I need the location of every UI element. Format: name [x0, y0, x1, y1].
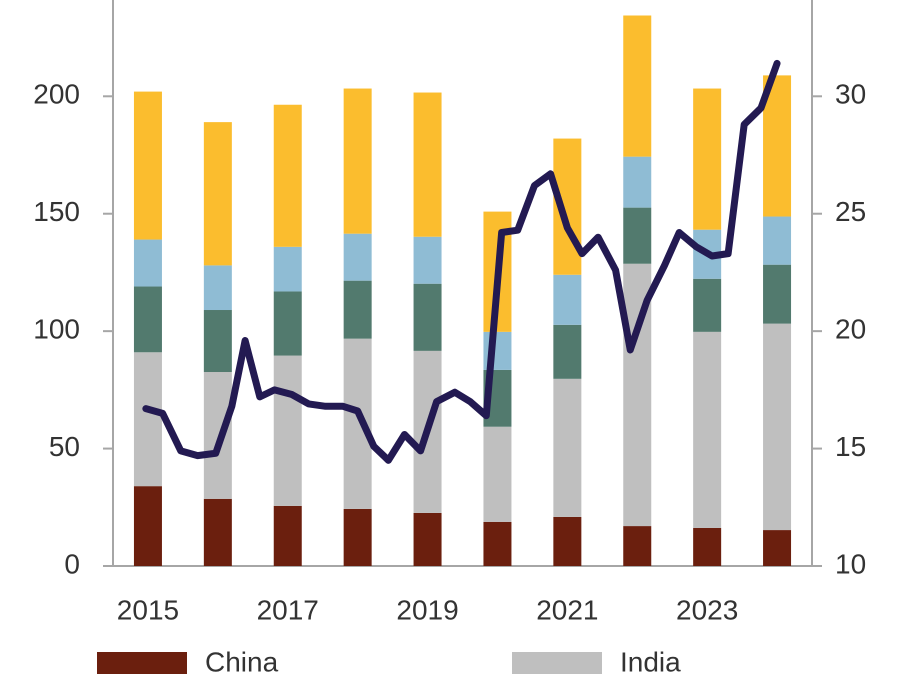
y2-tick-label: 20 — [835, 314, 866, 345]
bar-segment — [763, 530, 792, 566]
bar-segment — [343, 88, 372, 234]
x-tick-label: 2023 — [676, 594, 738, 625]
bar-segment — [553, 274, 582, 325]
bar-segment — [203, 265, 232, 311]
bar-segment — [413, 512, 442, 566]
bar-segment — [133, 286, 162, 353]
legend-label: India — [620, 646, 681, 675]
bar-segment — [203, 372, 232, 499]
y2-tick-label: 30 — [835, 79, 866, 110]
bar-segment — [553, 324, 582, 379]
y2-tick-label: 25 — [835, 196, 866, 227]
bar-segment — [553, 516, 582, 566]
y-tick-label: 0 — [64, 548, 80, 579]
bar-segment — [413, 236, 442, 284]
bar-segment — [763, 216, 792, 265]
legend-label: China — [205, 646, 279, 675]
bar-segment — [343, 233, 372, 281]
x-tick-label: 2021 — [536, 594, 598, 625]
y-tick-label: 100 — [33, 314, 80, 345]
bar-segment — [763, 264, 792, 324]
bar-segment — [273, 355, 302, 506]
bar-segment — [413, 92, 442, 237]
y-tick-label: 200 — [33, 79, 80, 110]
bar-segment — [693, 527, 722, 566]
bar-segment — [273, 246, 302, 292]
bar-segment — [343, 508, 372, 566]
bar-segment — [273, 291, 302, 356]
bar-segment — [343, 338, 372, 509]
y2-tick-label: 15 — [835, 431, 866, 462]
bar-segment — [693, 331, 722, 528]
y-tick-label: 150 — [33, 196, 80, 227]
bar-segment — [203, 498, 232, 566]
bar-segment — [273, 104, 302, 247]
bar-segment — [413, 283, 442, 351]
line — [142, 59, 781, 464]
bar-segment — [133, 352, 162, 487]
bar-segment — [483, 521, 512, 566]
bar-segment — [133, 486, 162, 566]
bar-segment — [203, 310, 232, 373]
bar-segment — [693, 278, 722, 332]
bar-segment — [483, 426, 512, 522]
bar-segment — [693, 88, 722, 230]
bar-segment — [133, 239, 162, 287]
bar-segment — [343, 280, 372, 339]
bar-segment — [623, 526, 652, 566]
legend-swatch — [512, 652, 602, 674]
legend-swatch — [97, 652, 187, 674]
y-tick-label: 50 — [49, 431, 80, 462]
bar-segment — [273, 505, 302, 566]
x-tick-label: 2017 — [257, 594, 319, 625]
x-tick-label: 2015 — [117, 594, 179, 625]
bar-segment — [623, 207, 652, 264]
bar-segment — [623, 156, 652, 208]
bar-segment — [623, 15, 652, 157]
x-tick-label: 2019 — [396, 594, 458, 625]
bar-segment — [133, 91, 162, 240]
bar-segment — [203, 122, 232, 266]
bar-segment — [553, 378, 582, 517]
bar-segment — [763, 323, 792, 531]
y2-tick-label: 10 — [835, 548, 866, 579]
